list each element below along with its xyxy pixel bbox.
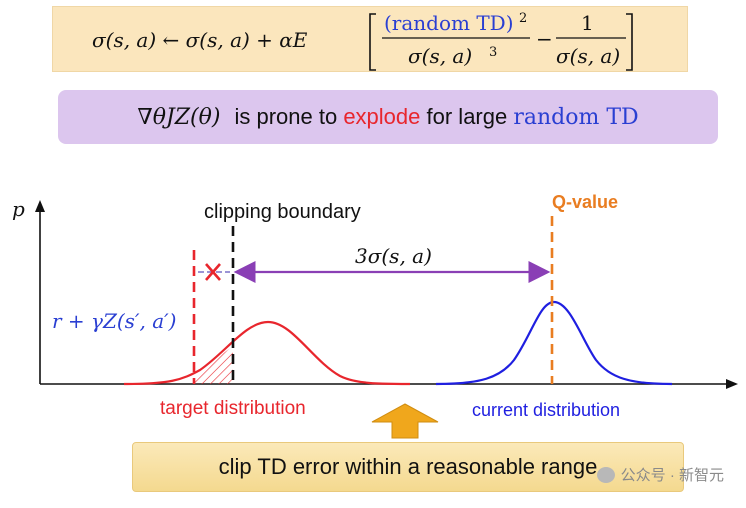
- clipped-tail-hatch: [188, 346, 233, 384]
- frac1-den-exp: 3: [489, 45, 497, 60]
- up-arrow-icon: [371, 403, 439, 439]
- note-td: random TD: [513, 104, 639, 130]
- clip-text: clip TD error within a reasonable range: [218, 454, 598, 479]
- note-mid: for large: [426, 104, 508, 129]
- three-sigma-label: 3σ(s, a): [355, 244, 432, 268]
- x-axis-arrow: [726, 379, 738, 389]
- note-pre: is prone to: [234, 104, 338, 129]
- frac2-denominator: σ(s, a): [556, 44, 620, 68]
- clipping-boundary-label: clipping boundary: [204, 201, 361, 223]
- frac1-numerator: (random TD): [384, 11, 514, 35]
- formula-lhs: σ(s, a) ← σ(s, a) + αE: [92, 28, 308, 52]
- clip-box: clip TD error within a reasonable range: [132, 442, 684, 492]
- frac2-numerator: 1: [581, 11, 594, 35]
- y-axis-label: p: [12, 197, 25, 221]
- target-distribution-curve: [123, 320, 411, 386]
- target-value-label: r + γZ(s′, a′): [52, 309, 176, 333]
- note-box: ∇θJZ(θ) is prone to explode for large ra…: [58, 90, 718, 144]
- frac1-exp: 2: [519, 11, 527, 26]
- q-value-label: Q-value: [552, 192, 618, 212]
- wechat-icon: [596, 466, 615, 483]
- target-distribution-label: target distribution: [160, 398, 306, 419]
- watermark-text: 公众号 · 新智元: [620, 467, 724, 484]
- frac1-denominator: σ(s, a): [408, 44, 472, 68]
- note-explode: explode: [343, 104, 421, 129]
- bracket-right: [626, 13, 633, 71]
- y-axis-arrow: [35, 200, 45, 212]
- formula-minus: −: [536, 27, 553, 51]
- clip-cross-icon: [205, 263, 221, 281]
- watermark: 公众号 · 新智元: [596, 464, 724, 485]
- bracket-left: [369, 13, 376, 71]
- note-text: ∇θJZ(θ) is prone to explode for large ra…: [58, 90, 718, 144]
- current-distribution-curve: [435, 300, 673, 386]
- current-distribution-label: current distribution: [472, 400, 620, 420]
- gradient-term: ∇θJZ(θ): [137, 104, 221, 130]
